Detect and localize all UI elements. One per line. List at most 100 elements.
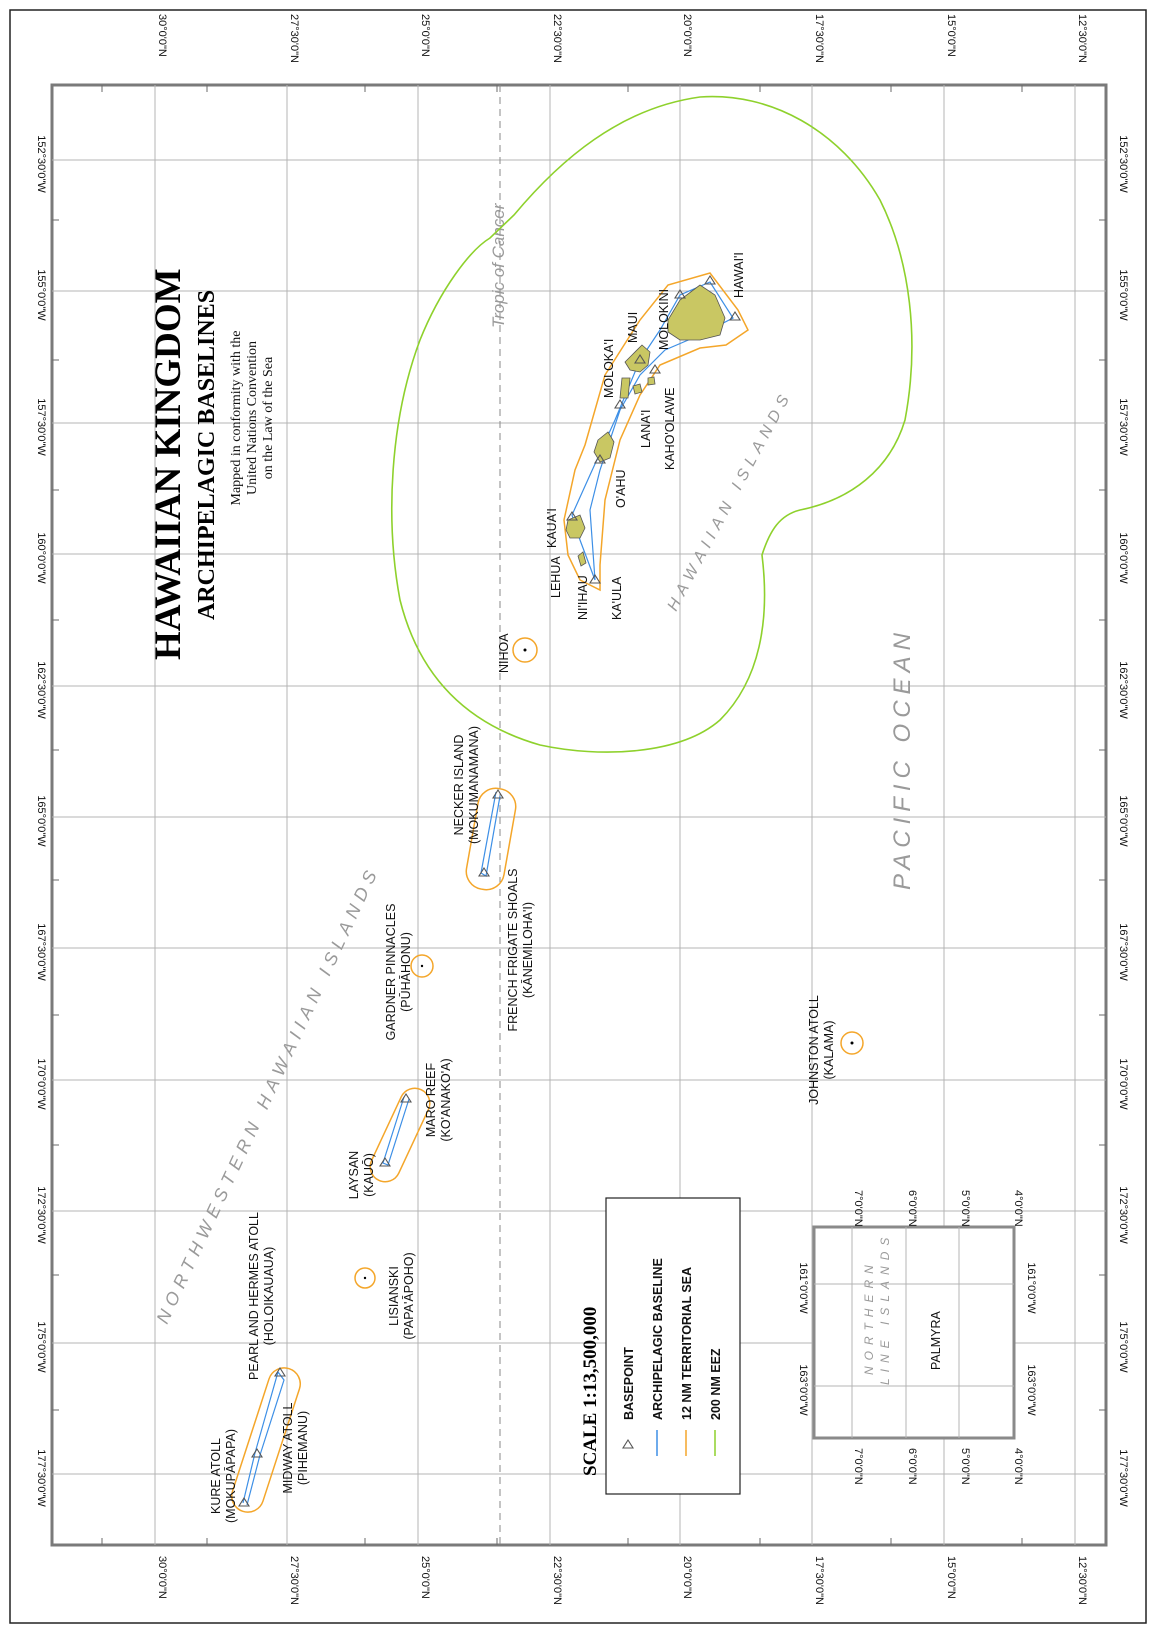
svg-text:27°30'0"N: 27°30'0"N bbox=[288, 14, 300, 63]
basepoint bbox=[634, 353, 646, 364]
label-kahoolawe: KAHO'OLAWE bbox=[663, 388, 677, 471]
label-lisianski: LISIANSKI bbox=[387, 1266, 401, 1326]
inset-region-line1: NORTHERN bbox=[862, 1259, 876, 1375]
map-title: HAWAIIAN KINGDOM bbox=[148, 268, 189, 660]
basepoint bbox=[614, 398, 626, 409]
label-midway-native: (PIHEMANU) bbox=[296, 1411, 310, 1485]
latitude-labels-top: 30°0'0"N 27°30'0"N 25°0'0"N 22°30'0"N 20… bbox=[156, 14, 1088, 63]
svg-text:20°0'0"N: 20°0'0"N bbox=[681, 14, 693, 57]
svg-text:160°0'0"W: 160°0'0"W bbox=[35, 532, 47, 584]
basepoint bbox=[379, 1156, 391, 1167]
label-johnston-native: (KALAMA) bbox=[822, 1020, 836, 1079]
main-islands-baseline bbox=[571, 281, 734, 581]
svg-text:25°0'0"N: 25°0'0"N bbox=[419, 14, 431, 57]
islet-lisianski bbox=[363, 1276, 367, 1280]
label-molokai: MOLOKA'I bbox=[602, 339, 616, 398]
svg-text:22°30'0"N: 22°30'0"N bbox=[551, 14, 563, 63]
inset-lat-top-3: 4°0'0"N bbox=[1012, 1190, 1024, 1227]
svg-text:20°0'0"N: 20°0'0"N bbox=[681, 1556, 693, 1599]
outer-border bbox=[9, 9, 1147, 1624]
svg-text:157°30'0"W: 157°30'0"W bbox=[1117, 398, 1129, 456]
label-necker-native: (MOKUMANAMANA) bbox=[467, 726, 481, 844]
map-neatline bbox=[50, 83, 1108, 1547]
svg-text:157°30'0"W: 157°30'0"W bbox=[35, 398, 47, 456]
basepoints bbox=[238, 274, 741, 1507]
basepoint bbox=[594, 453, 606, 464]
inset-lon-right-0: 161°0'0"W bbox=[1025, 1262, 1037, 1314]
label-gardner: GARDNER PINNACLES bbox=[384, 904, 398, 1041]
title-block: HAWAIIAN KINGDOM ARCHIPELAGIC BASELINES … bbox=[148, 268, 276, 660]
label-laysan-native: (KAUŌ) bbox=[362, 1153, 376, 1197]
islet-gardner bbox=[420, 964, 424, 968]
inset-lat-top-0: 7°0'0"N bbox=[852, 1190, 864, 1227]
basepoint bbox=[274, 1366, 286, 1377]
label-gardner-native: (PŪHĀHONU) bbox=[399, 932, 413, 1012]
label-ffs: FRENCH FRIGATE SHOALS bbox=[506, 869, 520, 1032]
svg-text:155°0'0"W: 155°0'0"W bbox=[1117, 269, 1129, 321]
label-lanai: LANA'I bbox=[639, 409, 653, 448]
svg-text:162°30'0"W: 162°30'0"W bbox=[35, 661, 47, 719]
inset-lat-top-1: 6°0'0"N bbox=[906, 1190, 918, 1227]
island-kahoolawe bbox=[647, 376, 656, 386]
island-kauai bbox=[565, 514, 586, 539]
label-kaula: KA'ULA bbox=[610, 576, 624, 620]
legend-territorial-label: 12 NM TERRITORIAL SEA bbox=[680, 1267, 694, 1420]
label-niihau: NI'IHAU bbox=[576, 575, 590, 620]
necker-ffs-territorial-sea bbox=[465, 787, 517, 891]
inset-lon-right-1: 163°0'0"W bbox=[1025, 1364, 1037, 1416]
tropic-of-cancer-label: Tropic of Cancer bbox=[489, 202, 508, 328]
legend-basepoint-symbol bbox=[622, 1438, 634, 1449]
legend-basepoint-label: BASEPOINT bbox=[622, 1347, 636, 1420]
inset-map: 7°0'0"N 6°0'0"N 5°0'0"N 4°0'0"N 7°0'0"N … bbox=[797, 1190, 1037, 1485]
inset-frame bbox=[812, 1225, 1016, 1440]
svg-text:167°30'0"W: 167°30'0"W bbox=[1117, 923, 1129, 981]
label-lehua: LEHUA bbox=[549, 556, 563, 598]
label-lisianski-native: (PAPA'ĀPOHO) bbox=[402, 1252, 416, 1339]
svg-text:160°0'0"W: 160°0'0"W bbox=[1117, 532, 1129, 584]
nihoa-territorial-sea bbox=[512, 637, 538, 663]
svg-text:167°30'0"W: 167°30'0"W bbox=[35, 923, 47, 981]
label-hawaii: HAWAI'I bbox=[732, 252, 746, 298]
svg-text:17°30'0"N: 17°30'0"N bbox=[813, 14, 825, 63]
longitude-labels-left: 152°30'0"W 155°0'0"W 157°30'0"W 160°0'0"… bbox=[35, 135, 47, 1507]
island-lanai bbox=[632, 383, 643, 395]
label-midway: MIDWAY ATOLL bbox=[281, 1402, 295, 1493]
label-maui: MAUI bbox=[626, 312, 640, 343]
svg-text:170°0'0"W: 170°0'0"W bbox=[35, 1058, 47, 1110]
label-maro: MARO REEF bbox=[424, 1062, 438, 1137]
region-hawaiian-islands: HAWAIIAN ISLANDS bbox=[665, 387, 796, 613]
svg-text:12°30'0"N: 12°30'0"N bbox=[1076, 1556, 1088, 1605]
label-johnston: JOHNSTON ATOLL bbox=[807, 995, 821, 1105]
svg-text:165°0'0"W: 165°0'0"W bbox=[1117, 795, 1129, 847]
inset-lat-bottom-0: 7°0'0"N bbox=[852, 1448, 864, 1485]
lisianski-territorial-sea bbox=[354, 1267, 376, 1289]
basepoint bbox=[478, 866, 490, 877]
legend-box bbox=[605, 1197, 741, 1495]
svg-text:30°0'0"N: 30°0'0"N bbox=[156, 1556, 168, 1599]
svg-text:17°30'0"N: 17°30'0"N bbox=[813, 1556, 825, 1605]
place-labels: HAWAI'I MAUI MOLOKINI MOLOKA'I LANA'I KA… bbox=[209, 252, 836, 1523]
svg-text:177°30'0"W: 177°30'0"W bbox=[35, 1449, 47, 1507]
island-hawaii bbox=[667, 284, 726, 341]
label-kure: KURE ATOLL bbox=[209, 1438, 223, 1514]
basepoint bbox=[238, 1496, 250, 1507]
region-pacific-ocean: PACIFIC OCEAN bbox=[889, 627, 916, 890]
svg-text:152°30'0"W: 152°30'0"W bbox=[1117, 135, 1129, 193]
label-nihoa: NIHOA bbox=[497, 633, 511, 673]
inset-lon-left-1: 163°0'0"W bbox=[797, 1364, 809, 1416]
svg-text:25°0'0"N: 25°0'0"N bbox=[419, 1556, 431, 1599]
basepoint bbox=[566, 510, 578, 521]
basepoint bbox=[729, 310, 741, 321]
svg-text:177°30'0"W: 177°30'0"W bbox=[1117, 1449, 1129, 1507]
label-pearl-hermes: PEARL AND HERMES ATOLL bbox=[247, 1212, 261, 1380]
inset-lat-bottom-3: 4°0'0"N bbox=[1012, 1448, 1024, 1485]
svg-text:12°30'0"N: 12°30'0"N bbox=[1076, 14, 1088, 63]
label-kauai: KAUA'I bbox=[545, 508, 559, 548]
johnston-territorial-sea bbox=[840, 1031, 864, 1055]
graticule bbox=[52, 85, 1106, 1545]
inset-lat-top-2: 5°0'0"N bbox=[959, 1190, 971, 1227]
label-oahu: O'AHU bbox=[614, 469, 628, 508]
svg-text:22°30'0"N: 22°30'0"N bbox=[551, 1556, 563, 1605]
eez-boundary bbox=[391, 95, 913, 753]
